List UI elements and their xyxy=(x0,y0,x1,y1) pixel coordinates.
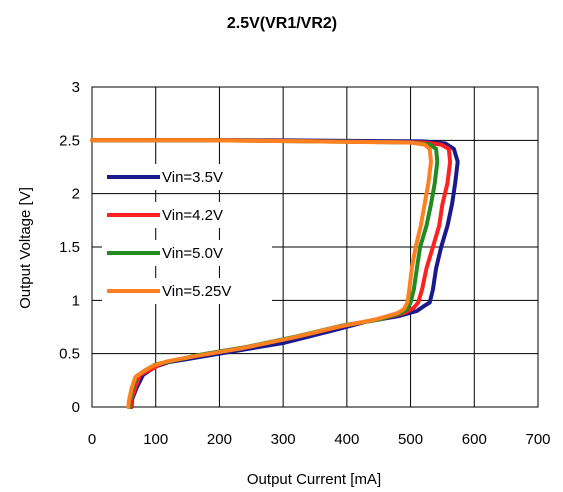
x-tick-label: 0 xyxy=(88,431,96,448)
y-tick-label: 0 xyxy=(72,399,80,416)
y-tick-label: 2 xyxy=(72,186,80,203)
y-axis-label: Output Voltage [V] xyxy=(17,187,34,309)
x-tick-label: 300 xyxy=(271,431,296,448)
series-line-4 xyxy=(90,138,433,409)
legend-label-4: Vin=5.25V xyxy=(162,283,231,300)
legend-label-2: Vin=4.2V xyxy=(162,207,223,224)
y-tick-label: 0.5 xyxy=(59,346,80,363)
y-axis-ticks: 0 0.5 1 1.5 2 2.5 3 xyxy=(59,79,80,416)
legend-label-3: Vin=5.0V xyxy=(162,245,223,262)
x-axis-ticks: 0 100 200 300 400 500 600 700 xyxy=(88,431,551,448)
legend-label-1: Vin=3.5V xyxy=(162,169,223,186)
y-tick-label: 1.5 xyxy=(59,239,80,256)
x-tick-label: 600 xyxy=(462,431,487,448)
series-lines xyxy=(90,138,460,409)
y-tick-label: 3 xyxy=(72,79,80,96)
x-tick-label: 500 xyxy=(398,431,423,448)
x-tick-label: 700 xyxy=(525,431,550,448)
x-tick-label: 200 xyxy=(207,431,232,448)
y-tick-label: 1 xyxy=(72,292,80,309)
x-axis-label: Output Current [mA] xyxy=(247,471,381,488)
x-tick-label: 100 xyxy=(143,431,168,448)
legend: Vin=3.5V Vin=4.2V Vin=5.0V Vin=5.25V xyxy=(102,164,272,304)
chart-title: 2.5V(VR1/VR2) xyxy=(227,15,337,32)
x-tick-label: 400 xyxy=(334,431,359,448)
y-tick-label: 2.5 xyxy=(59,132,80,149)
